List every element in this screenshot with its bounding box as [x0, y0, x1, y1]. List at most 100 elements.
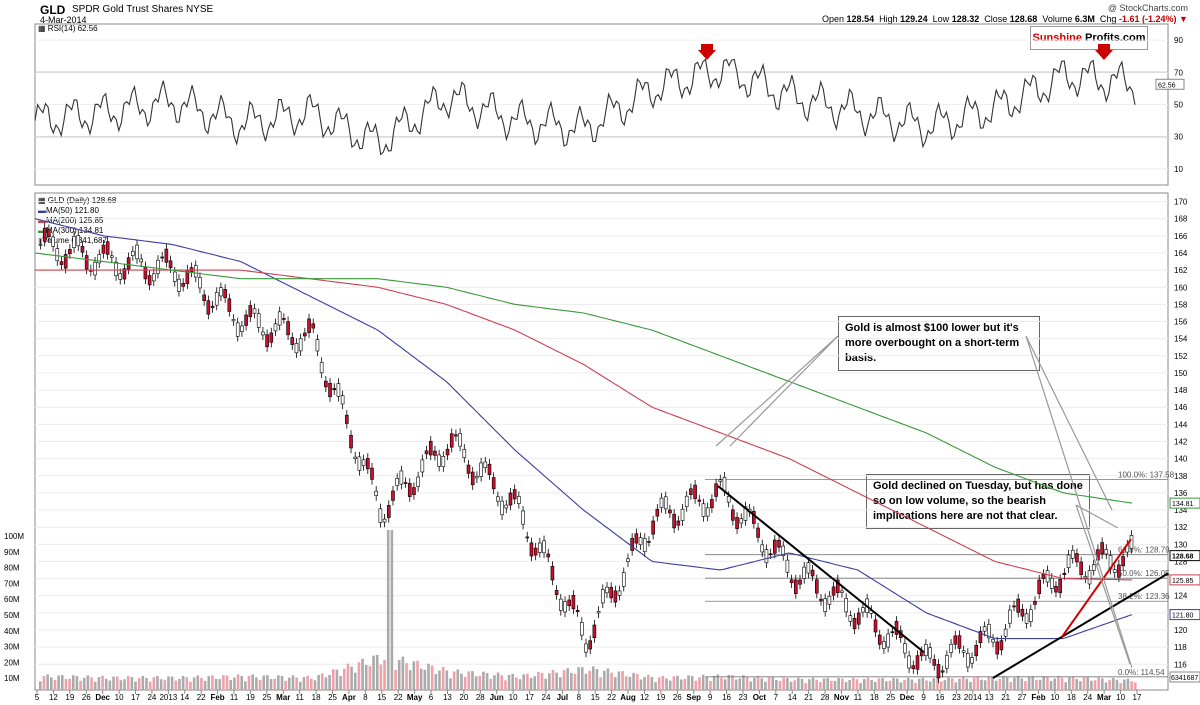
price-tick-146: 146 [1174, 403, 1188, 412]
uptrend-line [992, 572, 1169, 679]
candle-body-120 [542, 540, 546, 554]
volume-bar-187 [723, 679, 727, 690]
volume-bar-268 [1020, 678, 1024, 690]
low-value: 128.32 [951, 14, 980, 24]
candle-body-99 [454, 434, 458, 437]
volume-bar-267 [1016, 675, 1020, 690]
candle-body-67 [319, 362, 324, 374]
volume-bar-283 [1075, 679, 1079, 690]
volume-bar-134 [529, 678, 533, 690]
volume-bar-82 [339, 675, 342, 690]
volume-bar-119 [474, 676, 478, 690]
volume-bar-179 [694, 680, 698, 690]
x-tick-13: 19 [246, 693, 255, 702]
x-tick-42: 16 [722, 693, 731, 702]
candle-body-154 [684, 495, 689, 507]
volume-bar-73 [306, 675, 309, 690]
volume-bar-65 [277, 675, 280, 690]
candle-body-91 [420, 459, 425, 473]
volume-bar-280 [1064, 682, 1068, 690]
volume-bar-152 [595, 669, 599, 690]
candle-body-56 [273, 323, 278, 332]
volume-bar-133 [526, 673, 529, 690]
credit: @ StockCharts.com [1107, 3, 1188, 13]
candle-body-207 [907, 655, 911, 669]
x-tick-65: Mar [1097, 693, 1111, 702]
volume-bar-288 [1093, 680, 1097, 690]
candle-body-209 [915, 655, 920, 670]
candle-body-33 [177, 278, 181, 292]
low-label: Low [932, 14, 950, 24]
volume-bar-180 [698, 677, 701, 690]
candle-body-257 [1117, 564, 1121, 578]
volume-bar-183 [709, 681, 712, 690]
candle-body-1 [42, 227, 47, 242]
volume-bar-83 [342, 668, 346, 690]
volume-bar-224 [859, 683, 862, 690]
x-tick-58: 13 [985, 693, 994, 702]
candle-body-52 [256, 313, 261, 328]
volume-bar-140 [551, 669, 555, 690]
volume-bar-108 [434, 673, 438, 690]
x-tick-7: 24 [147, 693, 156, 702]
candle-body-250 [1087, 570, 1092, 585]
volume-bar-199 [767, 677, 771, 690]
candle-body-117 [529, 542, 534, 557]
volume-bar-234 [895, 678, 899, 690]
candle-body-204 [894, 620, 899, 635]
x-tick-63: 18 [1067, 693, 1076, 702]
x-tick-3: 26 [82, 693, 91, 702]
price-tick-162: 162 [1174, 266, 1188, 275]
volume-bar-111 [445, 670, 449, 690]
candle-body-66 [315, 339, 320, 352]
candle-body-115 [521, 510, 525, 525]
candle-body-70 [332, 388, 337, 391]
volume-bar-22 [119, 680, 123, 690]
volume-bar-33 [159, 679, 163, 690]
chart-icon: ▦ [38, 196, 46, 205]
candle-body-137 [613, 590, 618, 603]
volume-bar-103 [416, 660, 419, 690]
volume-bar-273 [1038, 679, 1042, 690]
volume-bar-194 [749, 681, 753, 690]
x-tick-66: 10 [1116, 693, 1125, 702]
volume-bar-277 [1053, 678, 1057, 690]
volume-bar-220 [844, 682, 848, 690]
x-tick-38: 19 [656, 693, 665, 702]
x-tick-28: Jun [490, 693, 504, 702]
legend-title: ▦ GLD (Daily) 128.68 [38, 196, 117, 205]
volume-bar-146 [573, 673, 577, 690]
volume-bar-200 [771, 676, 775, 690]
volume-bar-164 [639, 679, 643, 690]
volume-bar-157 [613, 677, 617, 690]
volume-bar-248 [947, 677, 950, 690]
volume-bar-293 [1112, 677, 1115, 690]
candle-body-63 [303, 332, 307, 337]
candle-body-217 [949, 643, 953, 653]
candle-body-194 [852, 618, 857, 630]
volume-tick-4: 60M [4, 595, 20, 604]
candle-body-116 [525, 536, 530, 539]
volume-bar-90 [368, 666, 372, 690]
candle-body-77 [361, 459, 366, 466]
candle-body-15 [101, 244, 106, 254]
x-tick-53: Dec [900, 693, 915, 702]
volume-bar-28 [141, 675, 145, 690]
volume-bar-203 [782, 677, 786, 690]
candle-body-30 [164, 248, 169, 263]
candle-body-171 [756, 527, 760, 538]
candle-body-44 [223, 289, 227, 298]
candle-body-201 [882, 641, 886, 649]
volume-bar-124 [493, 675, 496, 690]
candle-body-160 [710, 499, 714, 509]
candle-body-236 [1028, 609, 1033, 622]
right-label-1: 128.68 [1172, 554, 1194, 561]
price-tick-150: 150 [1174, 369, 1188, 378]
volume-bar-20 [112, 676, 115, 690]
volume-bar-176 [683, 678, 687, 690]
candle-body-10 [80, 246, 85, 253]
symbol: GLD [40, 3, 66, 17]
volume-bar-58 [251, 674, 255, 690]
rsi-icon: ▦ [38, 24, 46, 33]
volume-bar-46 [207, 676, 211, 690]
